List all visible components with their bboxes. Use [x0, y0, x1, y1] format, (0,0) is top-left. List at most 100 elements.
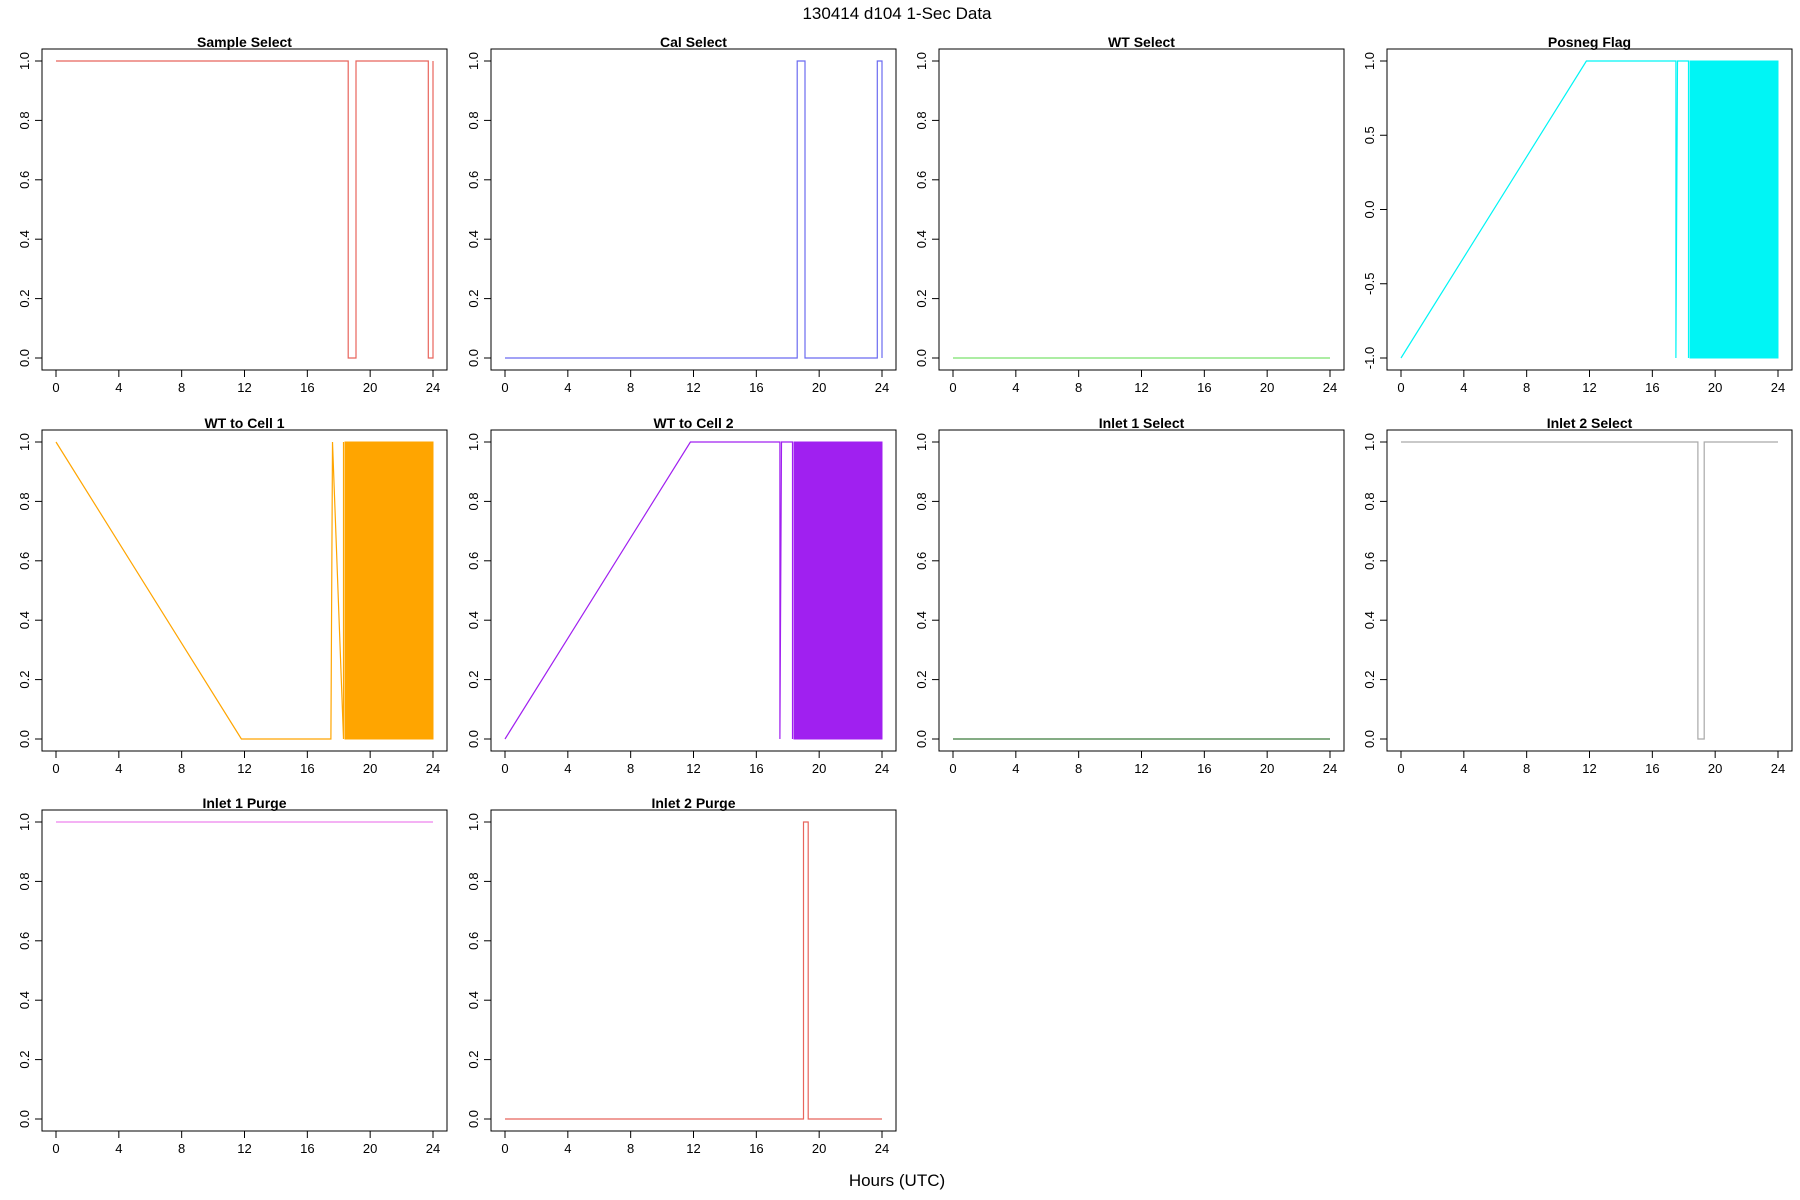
- x-tick-label: 16: [749, 1141, 763, 1156]
- y-tick-label: 0.0: [914, 730, 929, 748]
- panel-title: Inlet 2 Purge: [651, 795, 735, 811]
- y-tick-label: 0.8: [914, 492, 929, 510]
- panel-title: WT to Cell 1: [204, 415, 284, 431]
- x-tick-label: 16: [300, 380, 314, 395]
- panel-wt-to-cell-2: WT to Cell 2 0 4 8 12 16 20 24 0.0 0.2 0.4 0.6 0.8 1.…: [466, 415, 897, 776]
- x-tick-label: 24: [426, 380, 440, 395]
- y-tick-label: 0.2: [466, 1051, 481, 1069]
- figure-title: 130414 d104 1-Sec Data: [802, 4, 992, 23]
- x-tick-label: 4: [1012, 761, 1019, 776]
- x-tick-label: 24: [875, 380, 889, 395]
- y-tick-label: 0.4: [466, 611, 481, 629]
- series-line-wt-to-cell-1: [55, 441, 345, 740]
- y-tick-label: 1.0: [17, 433, 32, 451]
- x-tick-label: 20: [363, 380, 377, 395]
- x-tick-label: 24: [426, 1141, 440, 1156]
- y-tick-label: 1.0: [1362, 433, 1377, 451]
- panel-inlet-2-purge: Inlet 2 Purge 0 4 8 12 16 20 24 0.0 0.2 0.4 0.6 0.8 1…: [466, 795, 897, 1156]
- x-tick-label: 12: [237, 380, 251, 395]
- x-tick-label: 8: [1075, 761, 1082, 776]
- y-tick-label: 0.2: [914, 290, 929, 308]
- y-tick-label: 0.6: [17, 552, 32, 570]
- series-line-cal-select: [505, 60, 883, 359]
- panel-sample-select: Sample Select 0 4 8 12 16 20 24 0.0 0.2 0.4 0.6 0.8 1…: [17, 34, 448, 395]
- series-line-inlet-2-select: [1401, 441, 1778, 740]
- y-tick-label: 0.4: [17, 991, 32, 1009]
- x-tick-label: 8: [178, 380, 185, 395]
- panel-cal-select: Cal Select 0 4 8 12 16 20 24 0.0 0.2 0.4 0.6 0.8 1.0: [466, 34, 897, 395]
- x-tick-label: 12: [1134, 380, 1148, 395]
- x-tick-label: 12: [237, 761, 251, 776]
- y-tick-label: 0.0: [17, 730, 32, 748]
- y-tick-label: 0.6: [17, 171, 32, 189]
- x-tick-label: 4: [1460, 761, 1467, 776]
- y-tick-label: 1.0: [17, 813, 32, 831]
- y-tick-label: 0.8: [1362, 492, 1377, 510]
- x-tick-label: 20: [812, 380, 826, 395]
- x-tick-label: 8: [178, 1141, 185, 1156]
- x-tick-label: 20: [363, 1141, 377, 1156]
- series-line-posneg-flag: [1400, 60, 1690, 359]
- x-tick-label: 20: [1708, 380, 1722, 395]
- x-tick-label: 24: [1323, 380, 1337, 395]
- x-tick-label: 0: [52, 1141, 59, 1156]
- x-tick-label: 0: [52, 380, 59, 395]
- x-tick-label: 8: [627, 1141, 634, 1156]
- x-tick-label: 20: [1708, 761, 1722, 776]
- x-tick-label: 12: [1582, 761, 1596, 776]
- y-tick-label: 0.0: [1362, 200, 1377, 218]
- x-tick-label: 0: [1397, 761, 1404, 776]
- y-tick-label: 0.4: [17, 230, 32, 248]
- x-tick-label: 8: [627, 761, 634, 776]
- x-tick-label: 20: [1260, 761, 1274, 776]
- x-tick-label: 24: [875, 761, 889, 776]
- x-tick-label: 24: [875, 1141, 889, 1156]
- y-tick-label: 1.0: [466, 433, 481, 451]
- y-tick-label: 0.0: [466, 349, 481, 367]
- series-line-inlet-2-purge: [505, 821, 882, 1120]
- x-tick-label: 8: [1075, 380, 1082, 395]
- x-tick-label: 4: [115, 761, 122, 776]
- x-tick-label: 4: [564, 380, 571, 395]
- y-tick-label: 0.6: [466, 171, 481, 189]
- panel-inlet-1-purge: Inlet 1 Purge 0 4 8 12 16 20 24 0.0 0.2 0.4 0.6 0.8 1…: [17, 795, 448, 1156]
- y-tick-label: 0.2: [17, 671, 32, 689]
- y-tick-label: 0.2: [466, 671, 481, 689]
- y-tick-label: 1.0: [914, 433, 929, 451]
- x-tick-label: 16: [300, 1141, 314, 1156]
- y-tick-label: 0.2: [17, 1051, 32, 1069]
- y-tick-label: 0.8: [17, 111, 32, 129]
- y-tick-label: 0.8: [914, 111, 929, 129]
- y-tick-label: 0.4: [466, 991, 481, 1009]
- y-tick-label: 0.4: [466, 230, 481, 248]
- x-tick-label: 20: [1260, 380, 1274, 395]
- y-tick-label: 0.2: [17, 290, 32, 308]
- x-tick-label: 16: [749, 761, 763, 776]
- x-tick-label: 16: [300, 761, 314, 776]
- x-tick-label: 4: [564, 761, 571, 776]
- panel-grid: Sample Select 0 4 8 12 16 20 24 0.0 0.2 0.4 0.6 0.8 1…: [17, 34, 1793, 1156]
- y-tick-label: 0.0: [17, 1110, 32, 1128]
- y-tick-label: 0.0: [1362, 730, 1377, 748]
- x-tick-label: 0: [501, 761, 508, 776]
- plot-box: [938, 429, 1345, 752]
- x-axis-label: Hours (UTC): [849, 1171, 945, 1190]
- y-tick-label: 1.0: [17, 52, 32, 70]
- x-tick-label: 12: [1582, 380, 1596, 395]
- x-tick-label: 16: [749, 380, 763, 395]
- x-tick-label: 0: [949, 380, 956, 395]
- x-tick-label: 0: [949, 761, 956, 776]
- x-tick-label: 8: [627, 380, 634, 395]
- x-tick-label: 24: [1323, 761, 1337, 776]
- y-tick-label: 0.4: [17, 611, 32, 629]
- x-tick-label: 20: [363, 761, 377, 776]
- plot-box: [41, 809, 448, 1132]
- y-tick-label: 0.4: [914, 230, 929, 248]
- y-tick-label: 0.8: [17, 872, 32, 890]
- y-tick-label: 0.6: [914, 171, 929, 189]
- x-tick-label: 12: [237, 1141, 251, 1156]
- y-tick-label: 0.2: [1362, 671, 1377, 689]
- x-tick-label: 4: [1012, 380, 1019, 395]
- y-tick-label: -1.0: [1362, 347, 1377, 369]
